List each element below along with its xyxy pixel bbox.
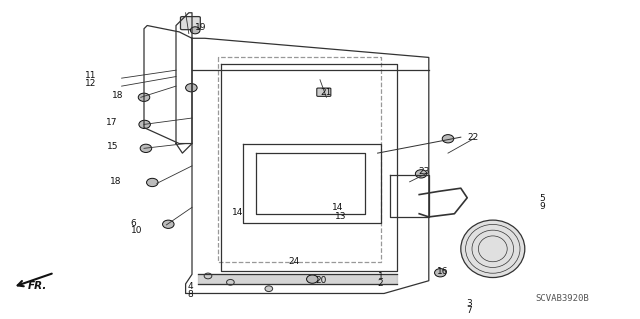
Text: 14: 14: [332, 203, 343, 212]
Text: 3: 3: [466, 299, 472, 308]
Text: 15: 15: [107, 142, 118, 151]
Ellipse shape: [435, 269, 446, 277]
Text: 22: 22: [467, 133, 479, 142]
Text: 4: 4: [188, 282, 193, 291]
Ellipse shape: [163, 220, 174, 228]
Text: 16: 16: [436, 267, 448, 276]
Text: 11: 11: [85, 71, 97, 80]
Ellipse shape: [442, 135, 454, 143]
Ellipse shape: [415, 170, 427, 178]
Ellipse shape: [307, 275, 318, 283]
Text: 12: 12: [85, 79, 97, 88]
Text: 24: 24: [288, 257, 300, 266]
Ellipse shape: [140, 144, 152, 152]
FancyBboxPatch shape: [180, 17, 200, 30]
Text: 2: 2: [378, 279, 383, 288]
Text: 20: 20: [315, 276, 326, 285]
Text: SCVAB3920B: SCVAB3920B: [535, 294, 589, 303]
FancyBboxPatch shape: [317, 88, 331, 96]
Text: 14: 14: [232, 208, 243, 217]
Ellipse shape: [147, 178, 158, 187]
Ellipse shape: [138, 93, 150, 101]
Text: 18: 18: [112, 91, 124, 100]
Text: 10: 10: [131, 226, 142, 235]
Text: 7: 7: [466, 306, 472, 315]
Text: 1: 1: [378, 272, 383, 281]
Text: 19: 19: [195, 23, 207, 32]
Ellipse shape: [461, 220, 525, 278]
Ellipse shape: [204, 273, 212, 279]
Text: FR.: FR.: [28, 280, 47, 291]
Ellipse shape: [139, 120, 150, 129]
Ellipse shape: [191, 27, 200, 34]
Text: 17: 17: [106, 118, 117, 127]
Text: 13: 13: [335, 212, 347, 221]
Ellipse shape: [227, 279, 234, 285]
Text: 6: 6: [131, 219, 136, 228]
Text: 9: 9: [540, 202, 545, 211]
Text: 8: 8: [188, 290, 193, 299]
Text: 18: 18: [110, 177, 122, 186]
Text: 21: 21: [320, 88, 332, 97]
Ellipse shape: [186, 84, 197, 92]
Ellipse shape: [265, 286, 273, 292]
Text: 5: 5: [540, 194, 545, 203]
Text: 23: 23: [418, 167, 429, 176]
